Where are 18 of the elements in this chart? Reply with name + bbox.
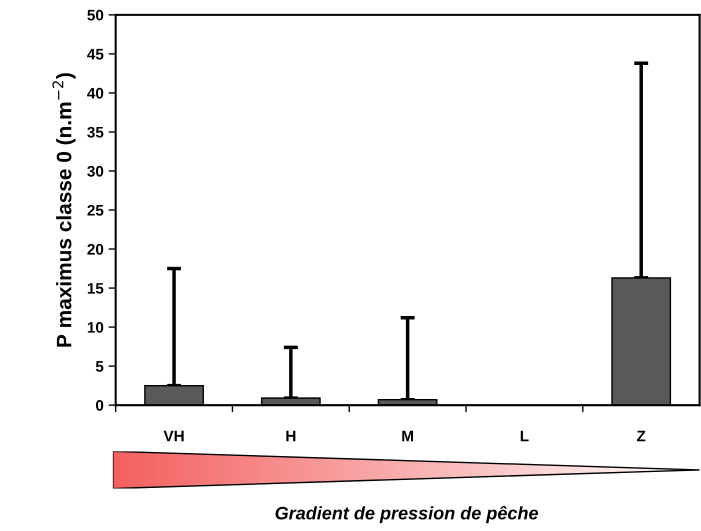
x-tick-label: L (520, 430, 529, 442)
y-tick-label: 5 (96, 361, 104, 372)
y-tick-label: 10 (88, 322, 104, 333)
y-tick-label: 35 (87, 126, 104, 138)
y-tick-label: 50 (87, 10, 104, 21)
y-tick-label: 0 (96, 400, 104, 411)
y-tick-label: 20 (87, 244, 104, 255)
x-axis-title: Gradient de pression de pêche (276, 506, 538, 524)
x-tick-label: Z (636, 430, 646, 442)
y-axis-title: P maximus classe 0 (n.m$^{−2}$) (52, 73, 76, 347)
x-tick-label: M (402, 430, 413, 442)
y-tick-label: 15 (88, 283, 104, 294)
y-tick-label: 25 (87, 204, 104, 216)
y-tick-label: 40 (87, 88, 104, 99)
y-tick-label: 30 (87, 166, 104, 177)
x-tick-label: VH (164, 430, 184, 442)
x-tick-label: H (286, 430, 296, 442)
y-tick-label: 45 (87, 48, 104, 60)
